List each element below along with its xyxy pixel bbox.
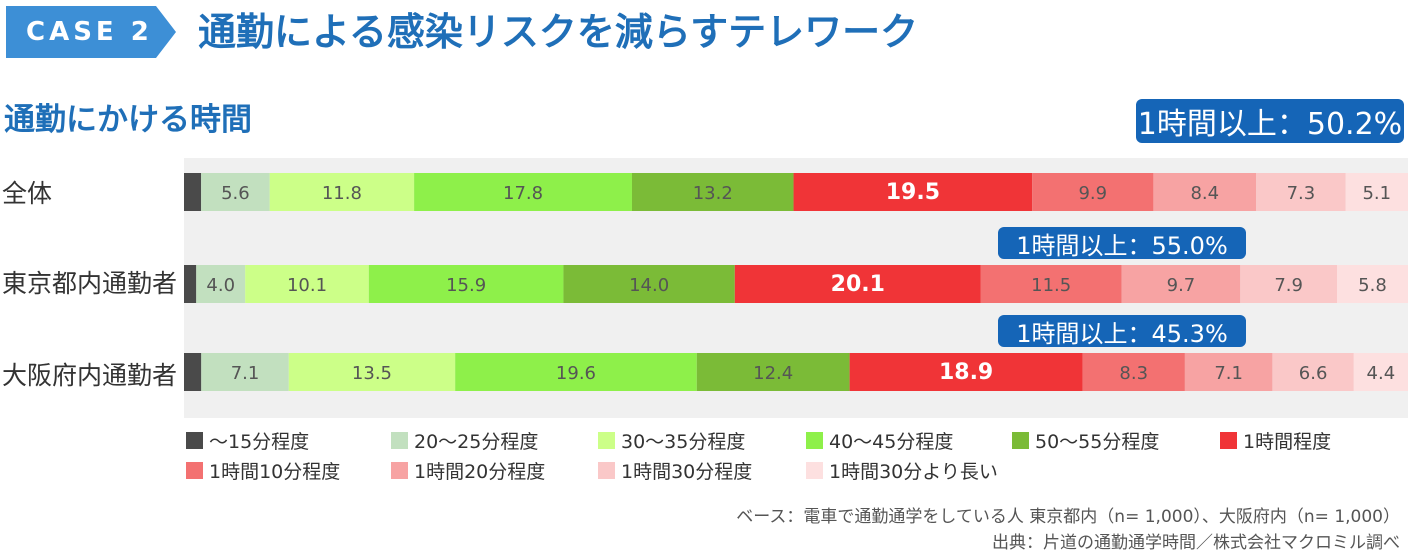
callout-tokyo: 1時間以上：55.0% (998, 227, 1246, 260)
legend-label: 1時間20分程度 (414, 461, 546, 483)
legend-label: 1時間10分程度 (209, 461, 341, 483)
legend-swatch (186, 432, 203, 449)
legend-item: 1時間10分程度 (186, 457, 340, 484)
callout-osaka: 1時間以上：45.3% (998, 315, 1246, 348)
legend-swatch (598, 462, 615, 479)
case-label: CASE 2 (26, 17, 153, 47)
legend-item: 40〜45分程度 (806, 427, 953, 454)
legend-label: 1時間30分程度 (621, 461, 753, 483)
plot-background (184, 158, 1408, 418)
legend-swatch (391, 462, 408, 479)
legend-swatch (598, 432, 615, 449)
legend-item: 1時間程度 (1220, 427, 1331, 454)
legend-label: 40〜45分程度 (829, 431, 954, 453)
legend-item: 1時間20分程度 (391, 457, 545, 484)
legend-label: 1時間程度 (1243, 431, 1332, 453)
row-label-osaka: 大阪府内通勤者 (2, 361, 178, 390)
legend-label: 50〜55分程度 (1035, 431, 1160, 453)
legend-item: 1時間30分程度 (598, 457, 752, 484)
legend-item: 〜15分程度 (186, 427, 309, 454)
footnote-source: 出典：片道の通勤通学時間／株式会社マクロミル調べ (992, 533, 1400, 553)
legend-item: 50〜55分程度 (1012, 427, 1159, 454)
page-title: 通勤による感染リスクを減らすテレワーク (198, 10, 919, 54)
legend-label: 1時間30分より長い (829, 461, 998, 483)
legend-swatch (806, 432, 823, 449)
section-title: 通勤にかける時間 (4, 102, 252, 138)
legend-item: 30〜35分程度 (598, 427, 745, 454)
legend-swatch (806, 462, 823, 479)
legend-swatch (1220, 432, 1237, 449)
callout-total: 1時間以上：50.2% (1136, 99, 1404, 143)
legend-item: 20〜25分程度 (391, 427, 538, 454)
legend-label: 〜15分程度 (209, 431, 310, 453)
row-label-total: 全体 (2, 179, 53, 208)
case-badge: CASE 2 (6, 6, 176, 58)
legend-swatch (1012, 432, 1029, 449)
legend-label: 30〜35分程度 (621, 431, 746, 453)
row-label-tokyo: 東京都内通勤者 (2, 269, 178, 298)
legend-swatch (391, 432, 408, 449)
footnote-base: ベース：電車で通勤通学をしている人 東京都内（n= 1,000）、大阪府内（n=… (736, 507, 1400, 527)
legend-label: 20〜25分程度 (414, 431, 539, 453)
legend-item: 1時間30分より長い (806, 457, 998, 484)
legend-swatch (186, 462, 203, 479)
